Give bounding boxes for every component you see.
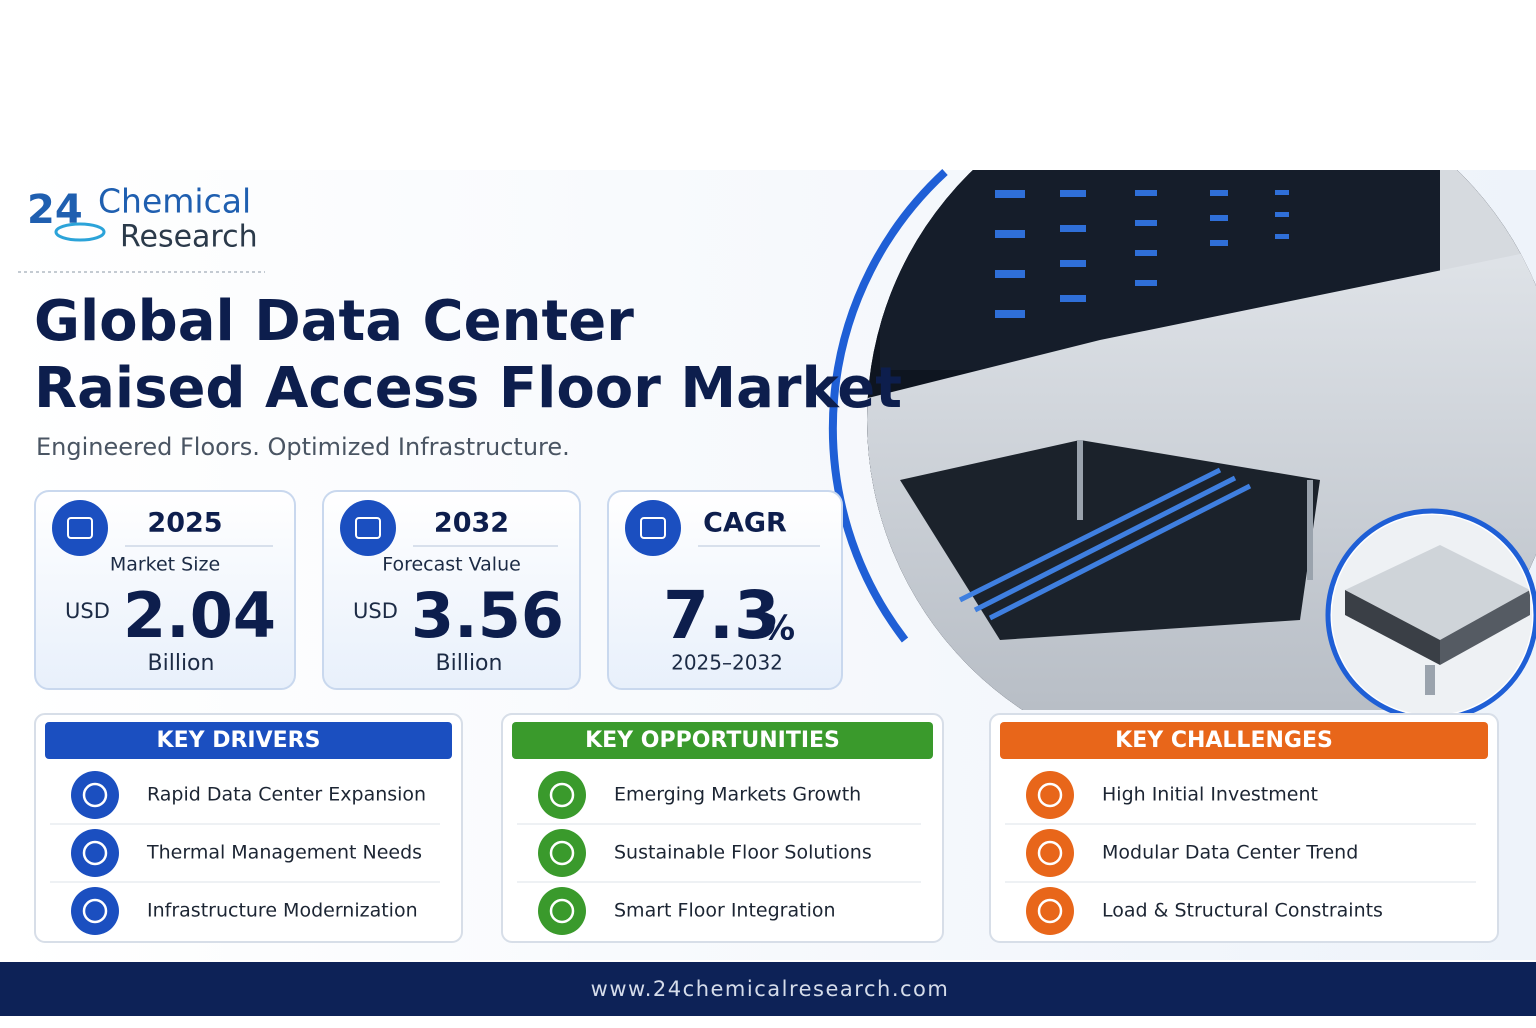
panel-header <box>1000 722 1488 759</box>
logo-number: 24 <box>27 187 83 233</box>
stat-value: 3.56 <box>411 579 564 652</box>
item-icon <box>71 771 119 819</box>
logo: 24 Chemical Research <box>18 182 265 273</box>
tile-leg <box>1425 665 1435 695</box>
footer-url: www.24chemicalresearch.com <box>591 977 950 1001</box>
item-icon-glyph <box>82 898 108 924</box>
item-icon-glyph <box>1037 898 1063 924</box>
stat-unit: Billion <box>436 651 503 676</box>
stat-heading: 2032 <box>434 508 509 539</box>
stat-label: Market Size <box>110 554 220 576</box>
panel <box>34 713 463 943</box>
item-icon <box>71 829 119 877</box>
stat-value: 7.3 <box>663 577 780 654</box>
item-text: Emerging Markets Growth <box>614 784 861 806</box>
panel <box>989 713 1499 943</box>
panels: KEY DRIVERS Rapid Data Center Expansion Th… <box>34 713 1499 943</box>
item-text: Smart Floor Integration <box>614 900 836 922</box>
item-text: Rapid Data Center Expansion <box>147 784 426 806</box>
tile-side2 <box>1440 590 1530 665</box>
item-icon-glyph <box>82 840 108 866</box>
inset-photo <box>1332 515 1532 715</box>
logo-line2: Research <box>120 220 258 255</box>
footer-bar <box>0 962 1536 1016</box>
item-icon-glyph <box>549 898 575 924</box>
stat-icon-glyph <box>355 517 381 539</box>
item-icon-glyph <box>1037 840 1063 866</box>
cables <box>958 467 1252 621</box>
item-text: High Initial Investment <box>1102 784 1318 806</box>
item-icon <box>1026 771 1074 819</box>
rack-lights <box>995 190 1289 318</box>
item-icon-glyph <box>82 782 108 808</box>
logo-ripple <box>54 222 106 242</box>
panel <box>501 713 944 943</box>
stat-heading: CAGR <box>703 508 787 539</box>
item-text: Thermal Management Needs <box>146 842 422 864</box>
stat-unit: Billion <box>148 651 215 676</box>
stat-prefix: USD <box>353 599 398 623</box>
tile-side <box>1345 590 1440 665</box>
item-icon <box>1026 887 1074 935</box>
stat-heading: 2025 <box>147 508 222 539</box>
title-line1: Global Data Center <box>34 289 634 354</box>
panel-header <box>45 722 452 759</box>
item-text: Modular Data Center Trend <box>1102 842 1358 864</box>
stat-value: 2.04 <box>123 579 276 652</box>
pedestals <box>1077 440 1313 580</box>
item-text: Infrastructure Modernization <box>147 900 418 922</box>
item-icon <box>538 829 586 877</box>
photo <box>867 170 1536 710</box>
panel-title: KEY CHALLENGES <box>1115 728 1333 753</box>
stat-label: Forecast Value <box>382 554 521 576</box>
item-icon <box>1026 829 1074 877</box>
item-text: Sustainable Floor Solutions <box>614 842 872 864</box>
logo-line1: Chemical <box>98 182 251 221</box>
item-icon <box>71 887 119 935</box>
tile <box>1345 545 1530 640</box>
photo-arc <box>828 169 948 643</box>
stat-icon-glyph <box>67 517 93 539</box>
stat-icon <box>340 500 396 556</box>
stat-suffix: % <box>761 609 795 649</box>
stat-icon <box>625 500 681 556</box>
stat-icon <box>52 500 108 556</box>
title-line2: Raised Access Floor Market <box>34 356 902 421</box>
item-text: Load & Structural Constraints <box>1102 900 1383 922</box>
panel-header <box>512 722 933 759</box>
panel-title: KEY DRIVERS <box>157 728 321 753</box>
panel-title: KEY OPPORTUNITIES <box>585 728 840 753</box>
item-icon-glyph <box>549 840 575 866</box>
item-icon-glyph <box>549 782 575 808</box>
stat-period: 2025–2032 <box>671 651 783 675</box>
stat-icon-glyph <box>640 517 666 539</box>
item-icon <box>538 887 586 935</box>
item-icon <box>538 771 586 819</box>
stat-prefix: USD <box>65 599 110 623</box>
item-icon-glyph <box>1037 782 1063 808</box>
tagline: Engineered Floors. Optimized Infrastruct… <box>36 433 570 461</box>
